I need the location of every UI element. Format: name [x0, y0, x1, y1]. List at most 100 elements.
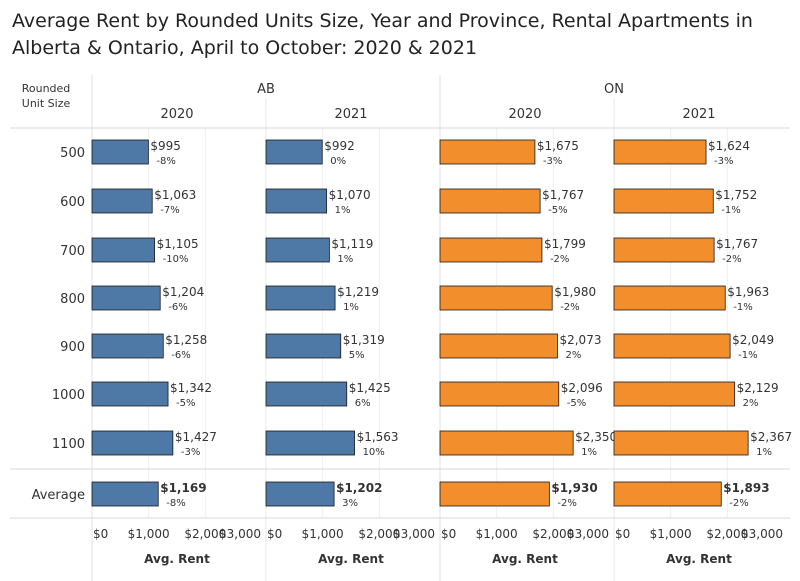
bar [613, 139, 707, 165]
category-label: Average [32, 488, 85, 503]
tick-label: $1,000 [650, 527, 692, 541]
change-label: -3% [714, 156, 733, 167]
bar [91, 188, 153, 214]
bar [439, 139, 536, 165]
change-label: 1% [337, 254, 353, 265]
axis-title: Avg. Rent [144, 552, 210, 566]
category-label: 800 [60, 292, 85, 307]
axis-title: Avg. Rent [666, 552, 732, 566]
bar [439, 430, 574, 456]
change-label: -7% [160, 205, 179, 216]
value-label: $1,169 [160, 481, 206, 495]
bar [265, 430, 355, 456]
value-label: $1,799 [544, 237, 586, 251]
change-label: -6% [171, 350, 190, 361]
year-header: 2020 [508, 107, 541, 122]
bar [265, 333, 342, 359]
value-label: $2,049 [732, 333, 774, 347]
change-label: -2% [729, 498, 748, 509]
change-label: -2% [560, 302, 579, 313]
tick-label: $0 [441, 527, 456, 541]
change-label: 5% [349, 350, 365, 361]
year-header: 2020 [160, 107, 193, 122]
bar [613, 381, 736, 407]
change-label: 1% [756, 447, 772, 458]
bar [439, 237, 543, 263]
change-label: 6% [355, 398, 371, 409]
tick-label: $1,000 [128, 527, 170, 541]
tick-label: $3,000 [219, 527, 261, 541]
tick-label: $1,000 [476, 527, 518, 541]
value-label: $1,063 [154, 188, 196, 202]
year-header: 2021 [334, 107, 367, 122]
value-label: $1,258 [165, 333, 207, 347]
change-label: -5% [176, 398, 195, 409]
tick-label: $3,000 [741, 527, 783, 541]
change-label: 2% [743, 398, 759, 409]
bar [91, 333, 164, 359]
change-label: -5% [548, 205, 567, 216]
bar [265, 188, 328, 214]
tick-label: $3,000 [567, 527, 609, 541]
value-label: $1,675 [537, 139, 579, 153]
change-label: -3% [181, 447, 200, 458]
change-label: -1% [738, 350, 757, 361]
value-label: $1,119 [331, 237, 373, 251]
value-label: $2,367 [750, 430, 792, 444]
change-label: 1% [335, 205, 351, 216]
change-label: -8% [156, 156, 175, 167]
tick-label: $1,000 [302, 527, 344, 541]
change-label: -1% [733, 302, 752, 313]
category-label: 600 [60, 195, 85, 210]
value-label: $1,202 [336, 481, 382, 495]
bar [613, 481, 722, 507]
category-label: 700 [60, 244, 85, 259]
province-header: AB [257, 82, 275, 97]
category-label: 900 [60, 340, 85, 355]
change-label: -6% [168, 302, 187, 313]
bar [265, 381, 348, 407]
bar [439, 381, 560, 407]
tick-label: $2,000 [184, 527, 226, 541]
value-label: $1,563 [357, 430, 399, 444]
tick-label: $2,000 [532, 527, 574, 541]
axis-title: Avg. Rent [492, 552, 558, 566]
change-label: -2% [722, 254, 741, 265]
value-label: $1,980 [554, 285, 596, 299]
bar [91, 139, 149, 165]
change-label: 1% [343, 302, 359, 313]
value-label: $1,963 [727, 285, 769, 299]
change-label: -8% [166, 498, 185, 509]
row-header-label: Unit Size [22, 97, 71, 110]
value-label: $1,342 [170, 381, 212, 395]
bar [439, 285, 553, 311]
change-label: 3% [342, 498, 358, 509]
bar [265, 285, 336, 311]
value-label: $1,752 [715, 188, 757, 202]
value-label: $1,767 [716, 237, 758, 251]
value-label: $992 [324, 139, 355, 153]
category-label: 1100 [52, 437, 85, 452]
change-label: -5% [567, 398, 586, 409]
bar [613, 188, 714, 214]
value-label: $2,350 [575, 430, 617, 444]
tick-label: $0 [267, 527, 282, 541]
bar [265, 139, 323, 165]
bar [613, 333, 731, 359]
change-label: 0% [330, 156, 346, 167]
category-label: 500 [60, 146, 85, 161]
axis-title: Avg. Rent [318, 552, 384, 566]
bar [439, 481, 550, 507]
value-label: $2,129 [737, 381, 779, 395]
change-label: -10% [163, 254, 189, 265]
tick-label: $0 [93, 527, 108, 541]
value-label: $995 [150, 139, 181, 153]
value-label: $1,624 [708, 139, 750, 153]
bar [91, 237, 156, 263]
value-label: $1,070 [329, 188, 371, 202]
tick-label: $2,000 [358, 527, 400, 541]
change-label: -2% [557, 498, 576, 509]
bar [439, 333, 558, 359]
bar [613, 285, 726, 311]
bar [91, 430, 174, 456]
